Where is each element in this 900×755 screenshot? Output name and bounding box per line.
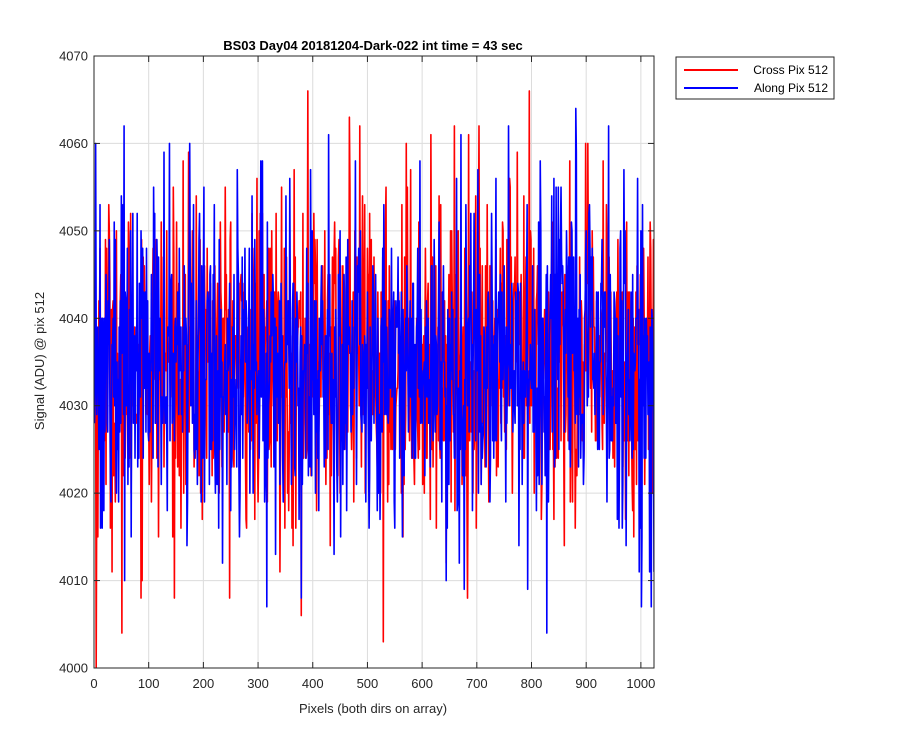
legend-box	[675, 56, 835, 100]
x-tick-label: 300	[247, 676, 269, 691]
y-tick-label: 4060	[59, 136, 88, 151]
x-tick-label: 0	[90, 676, 97, 691]
x-axis-title: Pixels (both dirs on array)	[299, 701, 447, 716]
x-tick-label: 800	[521, 676, 543, 691]
series-layer	[94, 90, 654, 668]
y-tick-label: 4050	[59, 223, 88, 238]
y-axis-title: Signal (ADU) @ pix 512	[32, 292, 47, 430]
x-tick-label: 1000	[626, 676, 655, 691]
ticks: 0 100 200 300 400 500 600 700 800 900 1000 4000 4010…	[59, 49, 655, 692]
y-tick-label: 4010	[59, 573, 88, 588]
chart-title: BS03 Day04 20181204-Dark-022 int time = …	[223, 38, 523, 53]
y-tick-label: 4040	[59, 311, 88, 326]
x-tick-label: 500	[357, 676, 379, 691]
x-tick-label: 900	[575, 676, 597, 691]
legend: Cross Pix 512 Along Pix 512	[675, 56, 835, 100]
y-tick-label: 4030	[59, 398, 88, 413]
x-tick-label: 600	[411, 676, 433, 691]
x-tick-label: 100	[138, 676, 160, 691]
series-line-along-pix-512	[94, 107, 654, 634]
x-tick-label: 200	[193, 676, 215, 691]
legend-label-along: Along Pix 512	[754, 81, 828, 95]
y-tick-label: 4020	[59, 486, 88, 501]
legend-label-cross: Cross Pix 512	[753, 63, 828, 77]
y-tick-label: 4000	[59, 661, 88, 676]
x-tick-label: 700	[466, 676, 488, 691]
plot-area-border	[93, 55, 655, 669]
y-tick-label: 4070	[59, 49, 88, 64]
x-tick-label: 400	[302, 676, 324, 691]
